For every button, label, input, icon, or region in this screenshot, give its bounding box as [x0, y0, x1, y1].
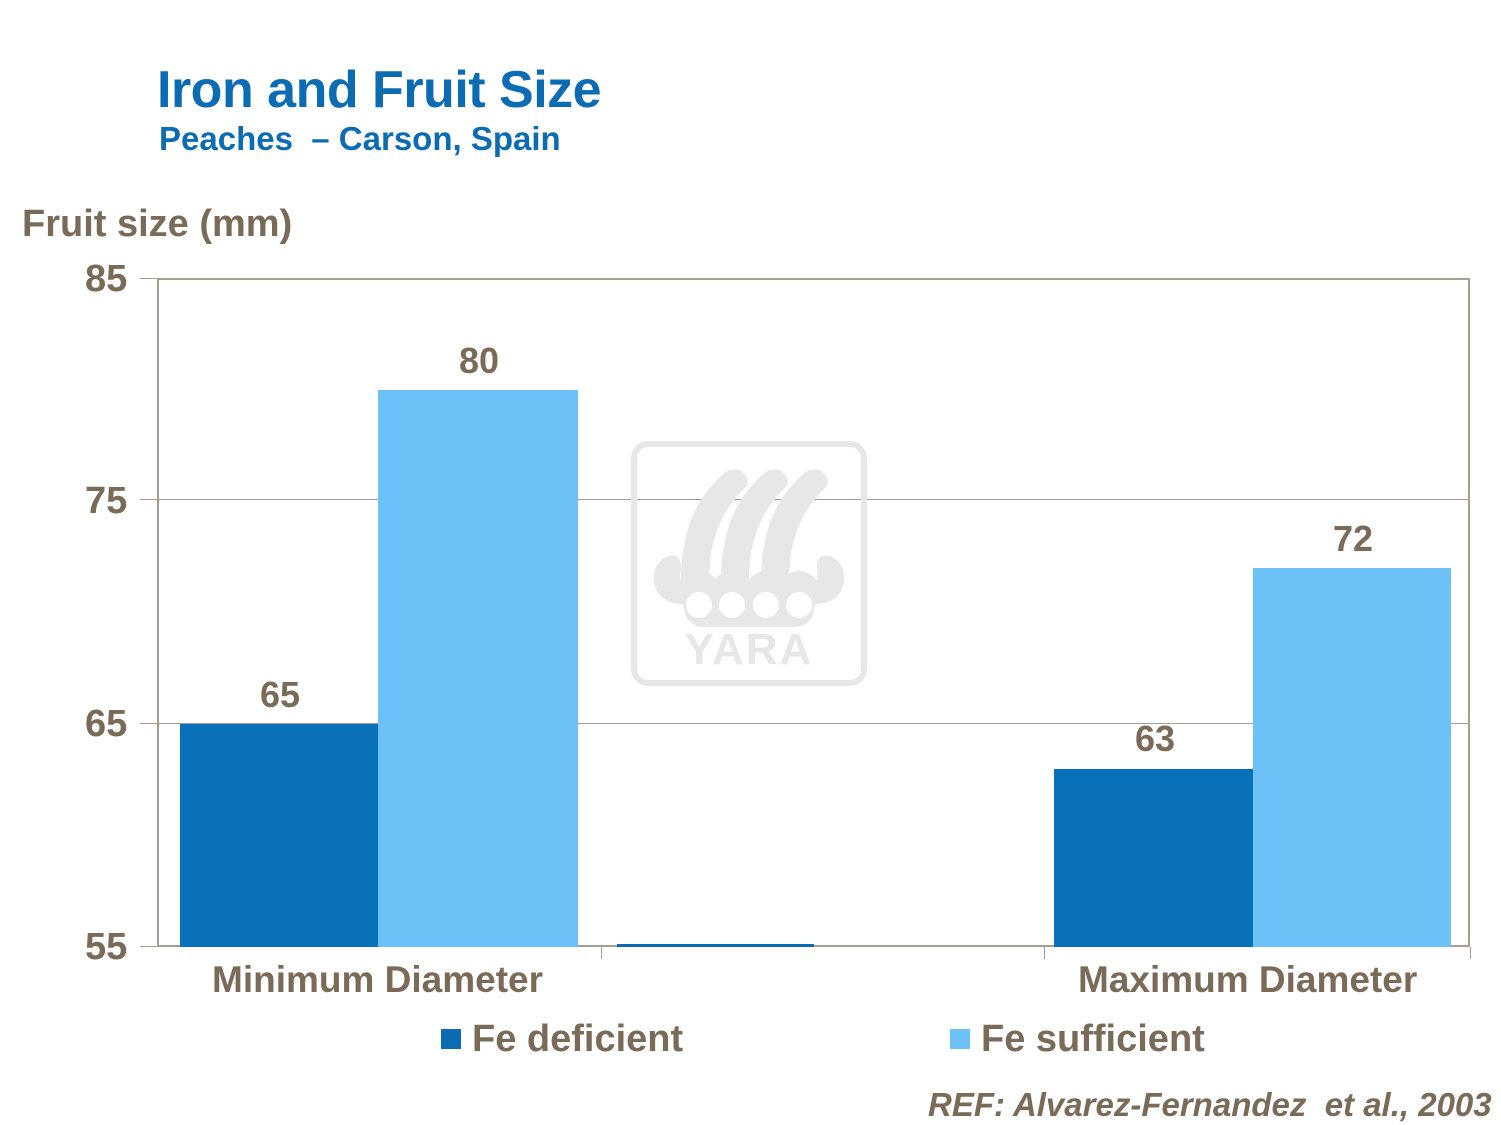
svg-text:YARA: YARA: [685, 625, 814, 674]
